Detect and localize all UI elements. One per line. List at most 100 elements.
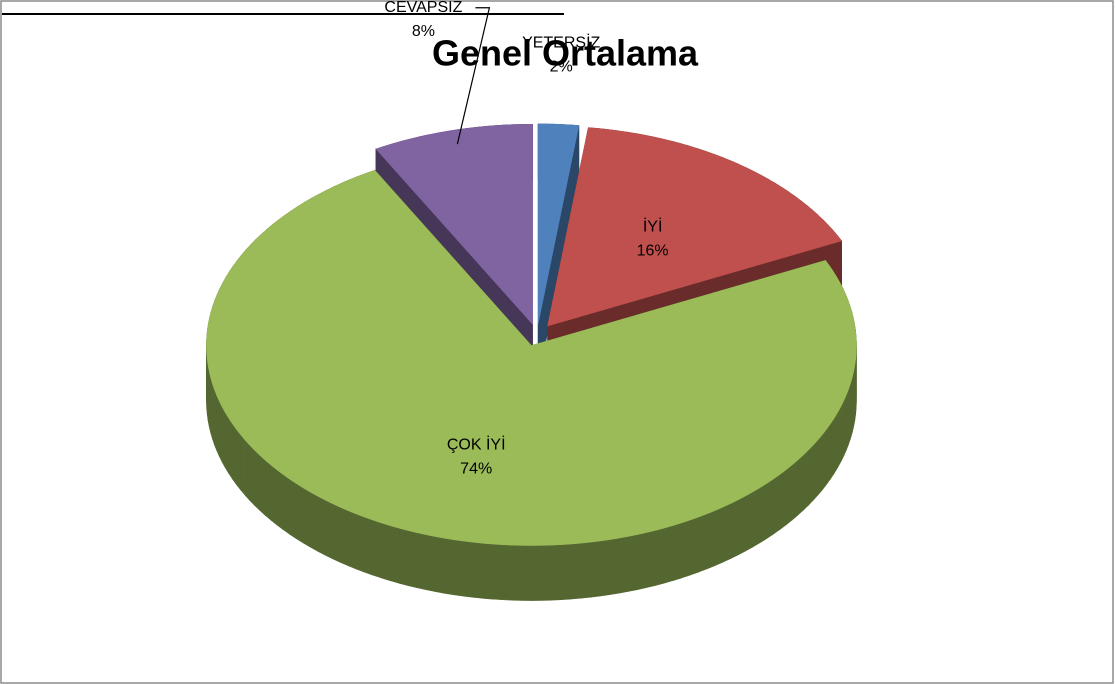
slice-side: [276, 469, 284, 531]
slice-label: YETERSİZ: [522, 33, 600, 52]
slice-side: [550, 544, 562, 601]
slice-side: [249, 444, 255, 507]
slice-side: [785, 464, 793, 526]
slice-side: [826, 422, 832, 485]
slice-side: [511, 544, 523, 601]
slice-side: [579, 541, 591, 599]
slice-label: CEVAPSIZ: [384, 0, 462, 16]
slice-side: [254, 449, 261, 512]
slice-side: [840, 400, 845, 462]
slice-side: [830, 416, 835, 480]
slice-side: [282, 474, 290, 535]
slice-side: [706, 510, 716, 570]
slice-side: [745, 491, 754, 552]
slice-side: [289, 478, 297, 540]
slice-side: [270, 464, 278, 526]
slice-side: [714, 506, 724, 566]
slice-side: [502, 544, 513, 601]
slice-side: [589, 540, 600, 598]
slice-side: [259, 454, 266, 517]
slice-side: [398, 527, 409, 586]
slice-side: [390, 525, 400, 584]
slice-side: [802, 449, 809, 511]
slice-side: [618, 536, 629, 594]
slice-side: [627, 534, 638, 592]
slice-side: [681, 519, 691, 579]
slice-side: [663, 525, 674, 584]
slice-side: [214, 389, 217, 451]
slice-side: [738, 495, 747, 556]
slice-side: [698, 513, 708, 573]
slice-side: [407, 530, 418, 589]
slice-side: [454, 539, 465, 597]
slice-side: [228, 417, 233, 480]
slice-side: [773, 473, 781, 535]
slice-side: [791, 459, 799, 521]
slice-side: [221, 406, 226, 468]
slice-side: [599, 539, 610, 597]
slice-side: [492, 543, 503, 601]
slice-side: [473, 542, 484, 599]
slice-side: [808, 444, 814, 506]
slice-side: [235, 428, 241, 491]
slice-side: [295, 483, 304, 544]
slice-side: [212, 383, 215, 445]
slice-side: [347, 510, 357, 570]
slice-side: [302, 487, 311, 548]
slice-side: [672, 522, 683, 581]
slice-side: [813, 438, 819, 501]
slice-side: [843, 394, 847, 456]
slice-value-label: 8%: [412, 23, 435, 40]
slice-side: [339, 506, 349, 567]
chart-title: Genel Ortalama: [432, 33, 699, 74]
slice-side: [541, 544, 552, 601]
slice-side: [240, 433, 246, 496]
slice-side: [766, 478, 774, 539]
slice-side: [218, 401, 223, 463]
slice-side: [759, 482, 768, 544]
slice-side: [355, 513, 365, 573]
slice-side: [560, 543, 571, 601]
slice-side: [521, 545, 533, 601]
slice-side: [265, 459, 272, 521]
slice-side: [722, 502, 732, 563]
slice-side: [822, 428, 828, 491]
slice-value-label: 2%: [550, 59, 573, 76]
slice-side: [216, 395, 220, 457]
slice-side: [416, 532, 427, 591]
slice-side: [332, 503, 341, 563]
slice-side: [232, 422, 237, 486]
slice-side: [779, 469, 787, 530]
slice: [206, 169, 857, 546]
slice-side: [317, 495, 326, 556]
slice-side: [570, 542, 581, 600]
slice-side: [531, 545, 542, 601]
slice-side: [309, 491, 318, 552]
slice-side: [797, 454, 804, 516]
slice: [547, 127, 843, 327]
slice-side: [752, 487, 761, 548]
slice-side: [426, 534, 436, 593]
slice-side: [730, 499, 739, 559]
slice-side: [690, 516, 700, 576]
slice-side: [244, 439, 250, 501]
slice: [537, 123, 580, 324]
slice-label: İYİ: [643, 216, 663, 235]
slice-side: [645, 530, 656, 589]
slice-side: [381, 522, 391, 582]
slice-side: [372, 519, 382, 579]
slice-side: [837, 406, 842, 468]
slice-side: [654, 527, 665, 586]
slice-side: [636, 532, 647, 591]
slice-value-label: 16%: [637, 242, 669, 259]
slice-value-label: 74%: [460, 460, 492, 477]
slice-label: ÇOK İYİ: [447, 434, 506, 453]
slice-side: [463, 540, 474, 598]
slice: [375, 124, 533, 325]
slice-side: [846, 389, 849, 451]
slice-side: [435, 536, 446, 594]
slice-side: [224, 411, 229, 475]
slice-side: [324, 499, 333, 560]
